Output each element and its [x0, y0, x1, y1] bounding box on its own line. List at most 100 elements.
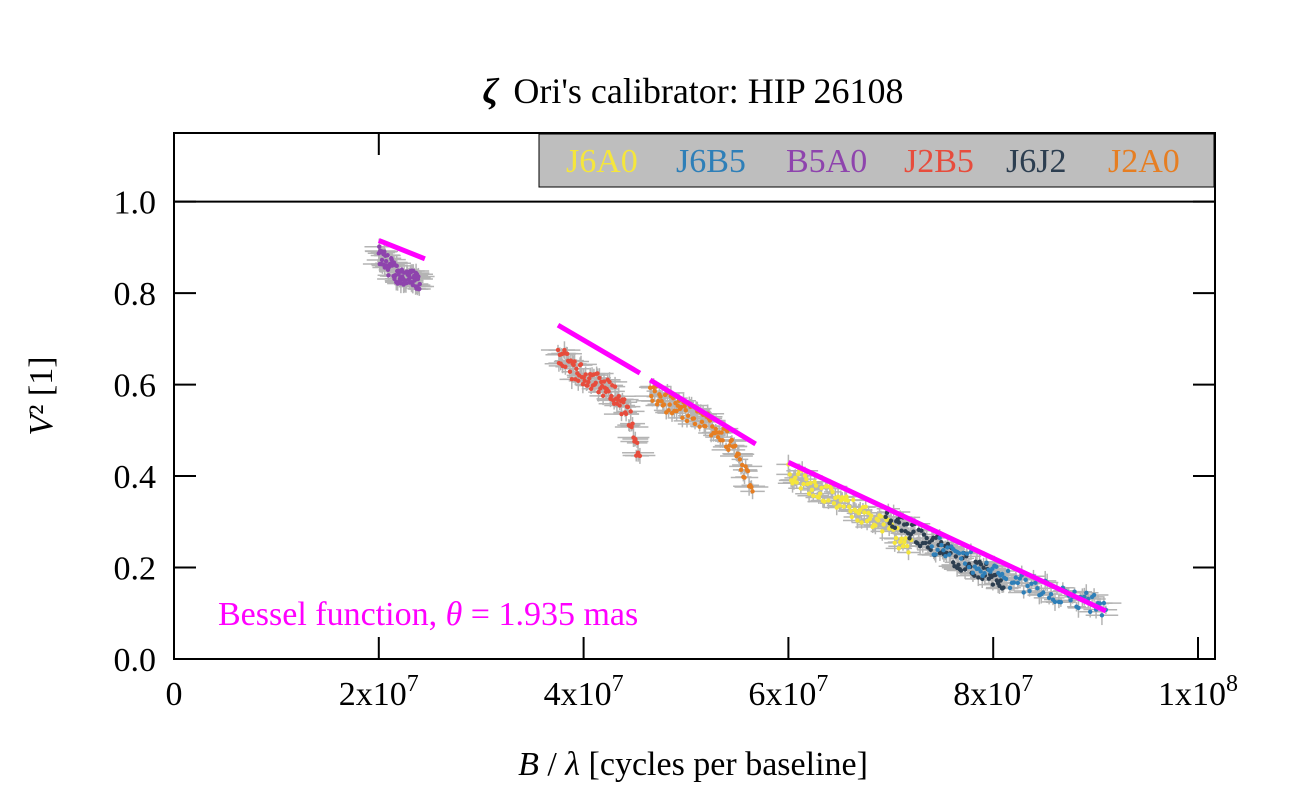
data-point [802, 473, 808, 478]
data-point [831, 501, 837, 506]
data-point [597, 375, 602, 381]
data-point [404, 280, 409, 286]
data-point [899, 528, 904, 533]
data-point [990, 582, 996, 587]
data-point [893, 535, 899, 541]
data-point [875, 518, 881, 523]
data-point [628, 409, 633, 414]
data-point [915, 541, 920, 546]
x-axis-label: B / λ [cycles per baseline] [518, 746, 868, 783]
data-point [607, 379, 612, 385]
data-point [658, 394, 663, 399]
data-point [981, 565, 986, 570]
data-point [906, 550, 911, 555]
data-point [619, 411, 624, 417]
data-point [1023, 577, 1028, 583]
data-point [808, 480, 813, 486]
fit-annotation: Bessel function, θ = 1.935 mas [218, 596, 638, 633]
data-point [978, 569, 983, 574]
data-point [855, 518, 860, 523]
data-point [580, 381, 586, 387]
data-point [998, 578, 1003, 583]
data-point [804, 476, 809, 482]
legend-item-J6B5: J6B5 [676, 143, 746, 180]
data-point [713, 426, 718, 432]
data-point [394, 263, 399, 269]
x-tick-label: 6x107 [748, 671, 828, 713]
data-point [950, 560, 956, 565]
data-point [835, 494, 841, 499]
data-point [809, 487, 815, 493]
data-point [806, 491, 812, 496]
fit-segment [787, 460, 1107, 614]
data-point [568, 358, 574, 363]
data-point [970, 570, 976, 576]
data-point [738, 467, 744, 473]
data-point [892, 540, 897, 546]
data-point [656, 398, 661, 404]
data-point [956, 551, 962, 556]
data-point [1099, 613, 1105, 618]
axes: 0.0 0.2 0.4 0.6 0.8 1.0 0 2x107 4x107 6x107 8x107 1… [114, 133, 1238, 713]
data-point [601, 379, 607, 384]
data-point [844, 494, 849, 499]
data-point [659, 398, 664, 404]
y-tick-label: 0.2 [114, 551, 157, 588]
data-point [966, 564, 972, 570]
data-point [962, 567, 968, 572]
plot-frame [173, 132, 1216, 660]
data-point [904, 521, 910, 527]
data-point [943, 553, 948, 559]
data-point [574, 366, 579, 371]
data-point [729, 437, 735, 443]
data-point [845, 498, 850, 503]
data-point [1003, 576, 1009, 582]
data-point [710, 424, 715, 429]
data-point [880, 529, 885, 534]
data-point [1076, 605, 1081, 611]
data-point [692, 421, 698, 427]
data-point [899, 536, 904, 541]
data-point [933, 552, 938, 557]
data-point [929, 544, 934, 549]
data-point [683, 408, 689, 413]
data-point [595, 371, 600, 376]
data-point [661, 402, 667, 407]
data-point [1005, 568, 1011, 574]
data-point [848, 508, 853, 514]
data-point [856, 511, 862, 516]
data-point [812, 479, 817, 484]
data-point [684, 418, 690, 424]
data-point [964, 551, 970, 556]
y-tick-label: 1.0 [114, 185, 157, 222]
data-point [576, 378, 581, 384]
x-tick-label: 1x108 [1158, 671, 1238, 713]
chart-title: ζ Ori's calibrator: HIP 26108 [483, 71, 904, 111]
legend-items: J6A0 J6B5 B5A0 J2B5 J6J2 J2A0 [566, 143, 1180, 180]
data-point [396, 272, 401, 277]
data-point [878, 514, 884, 519]
data-point [863, 504, 868, 509]
title-zeta: ζ [483, 71, 500, 111]
data-point [571, 362, 576, 368]
data-point [1101, 600, 1107, 606]
data-point [881, 522, 886, 527]
series-J6A0 [786, 462, 914, 555]
data-point [849, 514, 855, 520]
data-point [382, 249, 387, 254]
data-point [958, 568, 964, 573]
data-point [743, 464, 748, 469]
data-point [1046, 595, 1052, 601]
data-point [924, 535, 929, 541]
data-point [984, 560, 989, 565]
data-point [625, 404, 631, 410]
data-point [582, 378, 587, 383]
data-point [869, 513, 874, 518]
data-point [1033, 580, 1038, 585]
data-point [652, 388, 657, 394]
data-point [691, 416, 697, 421]
data-point [616, 394, 621, 399]
y-tick-label: 0.8 [114, 276, 157, 313]
data-point [727, 443, 732, 448]
data-point [567, 369, 573, 374]
